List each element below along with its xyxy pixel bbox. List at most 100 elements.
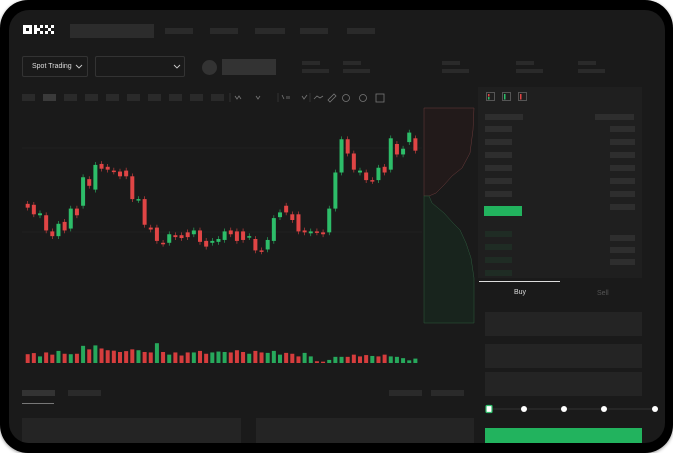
tab-sell[interactable]: Sell [597, 290, 609, 297]
timeframe-tab[interactable] [64, 94, 77, 101]
nav-item[interactable] [210, 28, 238, 34]
stat-value [516, 69, 543, 73]
volume-bar [284, 352, 289, 363]
ask-price [485, 178, 512, 184]
amount-input[interactable] [485, 344, 642, 368]
fullscreen-icon [375, 93, 385, 103]
ask-amount [610, 165, 635, 171]
price-input[interactable] [485, 312, 642, 336]
ask-price [485, 126, 512, 132]
tab-buy[interactable]: Buy [514, 289, 527, 296]
buy-button[interactable] [485, 428, 642, 443]
book-both-icon[interactable] [486, 92, 495, 101]
volume-bar [321, 361, 326, 363]
candle [351, 153, 356, 170]
volume-bar [364, 355, 369, 363]
search-bar[interactable] [70, 24, 154, 38]
book-asks-icon[interactable] [518, 92, 527, 101]
timeframe-tab[interactable] [22, 94, 35, 101]
volume-bar [136, 350, 141, 363]
bid-depth-area [423, 195, 475, 324]
candle [204, 240, 209, 247]
timeframe-tab[interactable] [211, 94, 224, 101]
slider-node [601, 406, 607, 412]
volume-bar [259, 352, 264, 363]
volume-bar [345, 356, 350, 363]
candle [339, 139, 344, 173]
candle [364, 172, 369, 181]
pair-selector[interactable] [95, 56, 185, 77]
volume-bar [271, 350, 276, 363]
volume-bar [81, 345, 86, 363]
camera-icon [342, 94, 350, 102]
ask-depth-area [423, 107, 475, 197]
amount-slider[interactable] [485, 404, 660, 414]
volume-bar [111, 350, 116, 363]
okx-logo [23, 25, 54, 34]
candle [167, 234, 172, 243]
volume-bar [124, 351, 129, 363]
volume-bar [99, 348, 104, 363]
candlestick-chart[interactable] [22, 108, 422, 363]
fx-icon [281, 94, 308, 100]
candle [136, 199, 141, 201]
candle [388, 138, 393, 170]
timeframe-tab[interactable] [85, 94, 98, 101]
candle [284, 205, 289, 213]
candle [118, 171, 122, 177]
stat-label [302, 61, 320, 65]
candle [124, 170, 129, 177]
nav-item[interactable] [347, 28, 375, 34]
timeframe-tab[interactable] [190, 94, 203, 101]
candle [216, 239, 221, 242]
tab-order-history[interactable] [68, 390, 101, 396]
last-price [222, 59, 276, 75]
filter-button[interactable] [389, 390, 422, 396]
ask-amount [610, 126, 635, 132]
ask-price [485, 139, 512, 145]
nav-item[interactable] [255, 28, 285, 34]
candle [154, 227, 159, 241]
candle [185, 232, 190, 238]
orderbook-header [595, 114, 634, 120]
candle [271, 218, 276, 241]
candle [87, 179, 92, 186]
volume-bar [290, 353, 295, 363]
timeframe-tab[interactable] [127, 94, 140, 101]
timeframe-tab[interactable] [43, 94, 56, 101]
filter-button[interactable] [431, 390, 464, 396]
timeframe-tab[interactable] [106, 94, 119, 101]
spot-trading-dropdown[interactable]: Spot Trading [22, 56, 88, 77]
volume-bar [62, 353, 67, 363]
active-tab-underline [22, 403, 54, 404]
candle [296, 214, 301, 232]
nav-item[interactable] [165, 28, 193, 34]
volume-bar [253, 350, 258, 363]
candle [278, 212, 282, 218]
total-input[interactable] [485, 372, 642, 396]
candle [382, 166, 387, 173]
timeframe-tab[interactable] [169, 94, 182, 101]
volume-bar [376, 356, 381, 363]
depth-chart [423, 107, 475, 324]
volume-bar [130, 349, 135, 363]
slider-node [521, 406, 527, 412]
candle [25, 203, 30, 208]
timeframe-tab[interactable] [148, 94, 161, 101]
candle [241, 231, 246, 240]
bid-price [485, 257, 512, 263]
volume-bar [394, 356, 399, 363]
candle [259, 250, 264, 252]
ask-amount [610, 204, 635, 210]
candle [314, 231, 319, 233]
slider-node [652, 406, 658, 412]
nav-item[interactable] [300, 28, 328, 34]
volume-bar [302, 352, 307, 363]
volume-bar [118, 352, 122, 363]
volume-bar [308, 356, 313, 363]
tab-open-orders[interactable] [22, 390, 55, 396]
book-bids-icon[interactable] [502, 92, 511, 101]
trading-screen: Spot Trading [9, 10, 665, 443]
candle [105, 166, 110, 170]
